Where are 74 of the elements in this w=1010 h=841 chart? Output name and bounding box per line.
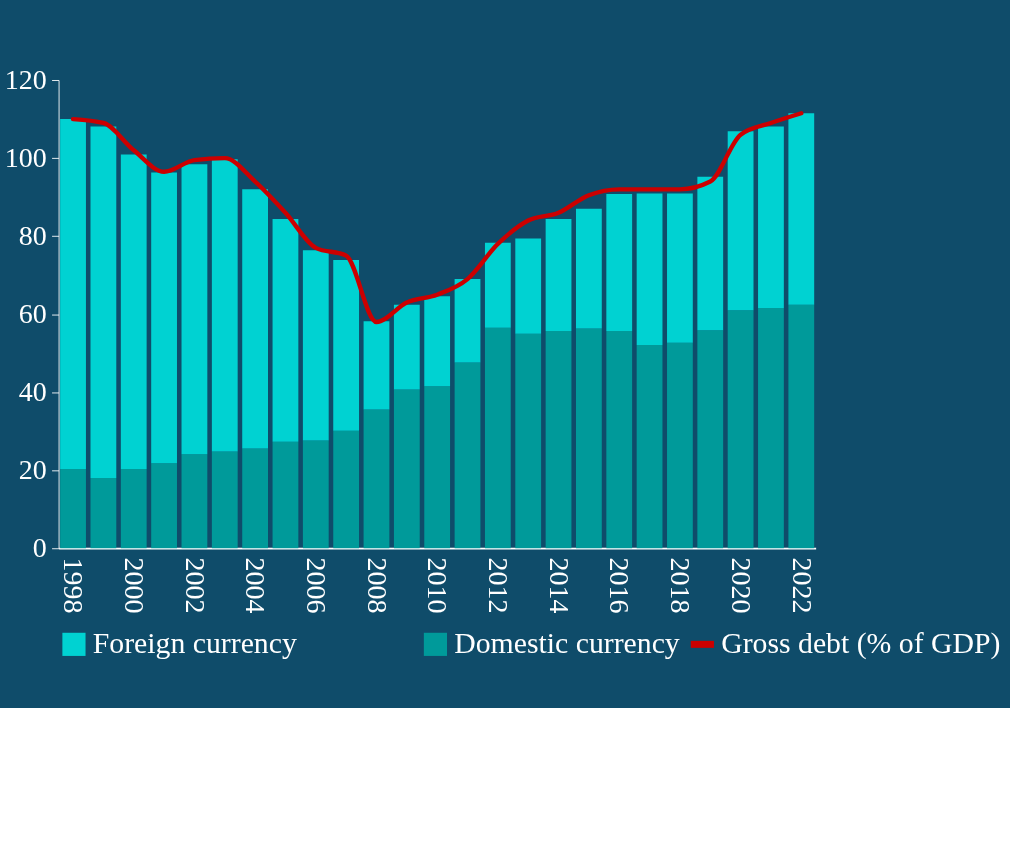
bar	[727, 310, 754, 549]
bar	[788, 113, 815, 305]
bar	[363, 409, 390, 549]
legend-label: Foreign currency	[92, 626, 297, 660]
bar	[242, 448, 269, 549]
bar	[454, 279, 481, 363]
bar	[727, 131, 754, 311]
y-tick-label: 80	[18, 220, 47, 252]
bar	[181, 164, 208, 455]
bar	[272, 441, 299, 549]
y-tick-label: 20	[18, 454, 47, 486]
y-tick-label: 120	[4, 64, 47, 96]
bar	[636, 193, 663, 345]
y-tick-label: 100	[4, 142, 47, 174]
bar	[515, 333, 542, 549]
bar	[302, 250, 329, 441]
bar	[758, 307, 784, 549]
bar	[120, 154, 147, 470]
bar	[575, 328, 602, 549]
y-tick-label: 60	[18, 298, 47, 330]
bar	[90, 478, 117, 549]
x-tick-label: 2014	[543, 557, 575, 614]
bar	[211, 159, 238, 452]
bar	[667, 193, 693, 343]
bar	[424, 386, 451, 549]
x-tick-label: 2010	[422, 557, 454, 614]
x-tick-label: 2008	[361, 557, 393, 614]
legend-label: Gross debt (% of GDP)	[721, 626, 1001, 661]
x-tick-label: 2006	[301, 557, 333, 614]
bar	[545, 218, 572, 331]
bar	[545, 330, 572, 549]
bar	[90, 126, 117, 479]
x-tick-label: 1998	[58, 557, 90, 614]
x-tick-label: 2000	[118, 557, 150, 614]
bar	[151, 172, 177, 464]
y-tick-label: 0	[32, 532, 47, 564]
x-tick-label: 2002	[179, 557, 211, 614]
bar	[363, 321, 390, 410]
bar	[120, 469, 147, 549]
bar	[211, 451, 238, 549]
bar	[181, 454, 208, 549]
bar	[242, 189, 269, 449]
bar	[788, 304, 815, 549]
bar	[272, 218, 299, 442]
bar	[60, 469, 86, 549]
x-tick-label: 2012	[483, 557, 515, 614]
y-tick-label: 40	[18, 376, 47, 408]
x-tick-label: 2016	[604, 557, 636, 614]
bar	[758, 126, 784, 308]
line-series	[70, 111, 804, 325]
bar	[697, 330, 724, 549]
bar	[151, 463, 177, 549]
x-tick-label: 2020	[725, 557, 757, 614]
bar	[393, 304, 420, 390]
bar	[606, 330, 633, 549]
x-tick-label: 2018	[665, 557, 697, 614]
bar	[454, 362, 481, 549]
bar	[575, 208, 602, 329]
bar	[697, 176, 724, 331]
bar	[333, 430, 360, 549]
bar	[333, 259, 360, 431]
legend-label: Domestic currency	[454, 626, 680, 660]
bar	[393, 389, 420, 549]
bar	[484, 327, 511, 549]
bar	[302, 440, 329, 549]
bar	[484, 242, 511, 328]
bar	[606, 194, 633, 331]
bar	[60, 119, 86, 470]
bar	[424, 296, 451, 387]
x-tick-label: 2022	[786, 557, 818, 614]
x-tick-label: 2004	[240, 557, 272, 614]
bar	[515, 238, 542, 334]
bar	[636, 345, 663, 549]
bar	[667, 342, 693, 549]
